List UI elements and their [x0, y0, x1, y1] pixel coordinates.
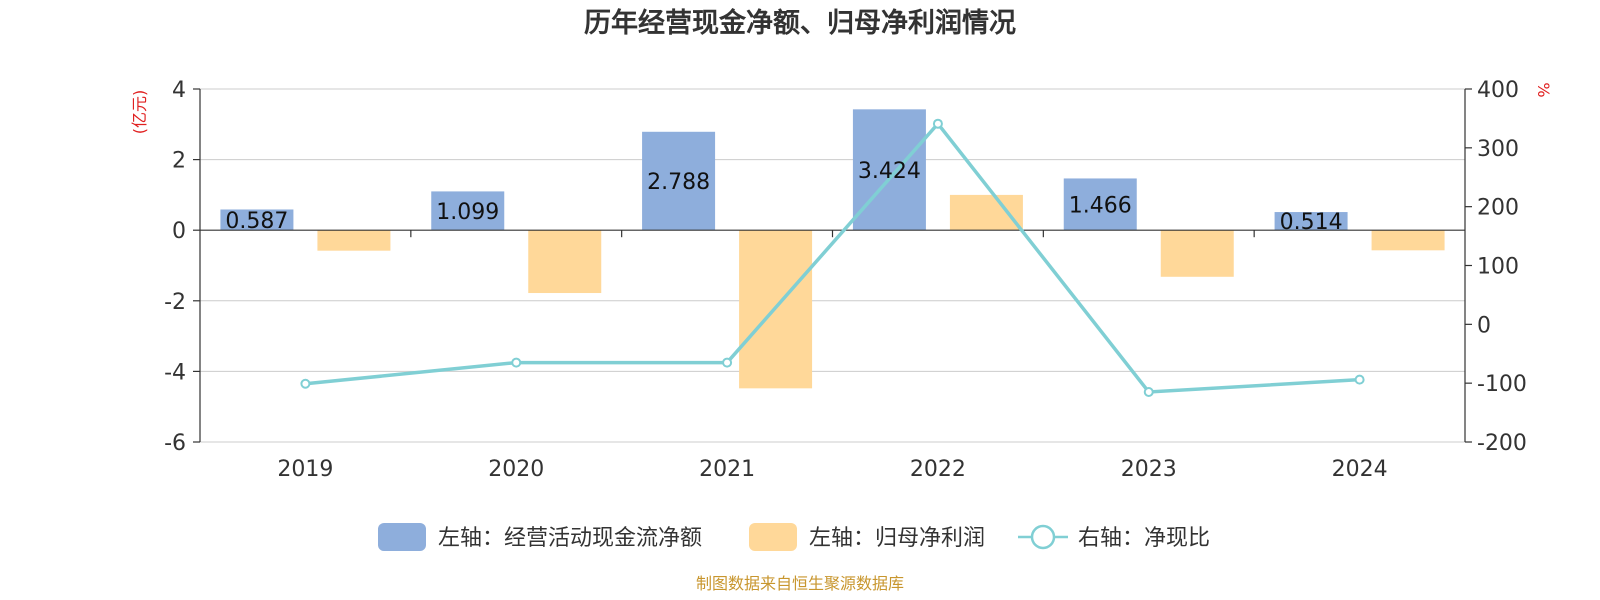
bar-data-label: 0.514 [1280, 210, 1343, 235]
x-tick-label: 2023 [1121, 457, 1177, 482]
ratio-point [722, 357, 733, 368]
legend-swatch [378, 523, 426, 551]
cash-flow-bar [431, 191, 505, 231]
right-tick-label: 300 [1477, 137, 1519, 162]
left-axis-unit: (亿元) [130, 90, 149, 135]
grid [200, 88, 1465, 443]
right-axis-unit: % [1534, 82, 1553, 97]
left-tick-label: -4 [164, 360, 186, 385]
cash-flow-bar [220, 209, 294, 231]
x-tick-label: 2022 [910, 457, 966, 482]
cash-flow-bar [1063, 178, 1137, 231]
bar-data-label: 1.466 [1069, 193, 1132, 218]
net-profit-bar [528, 230, 602, 294]
net-profit-bar [1160, 230, 1234, 277]
right-tick-label: 100 [1477, 255, 1519, 280]
right-tick-label: 0 [1477, 313, 1491, 338]
ratio-line [300, 118, 1365, 397]
right-tick-label: -200 [1477, 431, 1527, 456]
right-tick-label: -100 [1477, 372, 1527, 397]
data-labels: 0.587 1.099 2.788 3.424 1.466 0.514 [225, 159, 1342, 235]
legend-swatch [749, 523, 797, 551]
chart-title: 历年经营现金净额、归母净利润情况 [584, 7, 1016, 39]
cash-flow-bar [642, 131, 716, 231]
legend: 左轴：经营活动现金流净额 左轴：归母净利润 右轴：净现比 [378, 523, 1210, 551]
net-profit-bar [949, 194, 1023, 231]
legend-label: 右轴：净现比 [1078, 526, 1210, 551]
legend-label: 左轴：经营活动现金流净额 [438, 526, 702, 551]
bar-data-label: 1.099 [436, 200, 499, 225]
legend-label: 左轴：归母净利润 [809, 526, 985, 551]
ratio-line-path [305, 120, 1360, 394]
left-tick-label: -6 [164, 431, 186, 456]
x-tick-label: 2020 [488, 457, 544, 482]
left-tick-label: 0 [172, 219, 186, 244]
net-profit-bar [1371, 230, 1445, 251]
left-tick-label: 4 [172, 78, 186, 103]
ratio-point [511, 357, 522, 368]
right-tick-label: 400 [1477, 78, 1519, 103]
x-tick-label: 2024 [1332, 457, 1388, 482]
x-tick-label: 2021 [699, 457, 755, 482]
source-note: 制图数据来自恒生聚源数据库 [696, 574, 904, 593]
net-profit-bar [317, 230, 391, 251]
ratio-point [300, 378, 311, 389]
x-tick-label: 2019 [277, 457, 333, 482]
bar-data-label: 2.788 [647, 170, 710, 195]
right-tick-label: 200 [1477, 196, 1519, 221]
cash-flow-bar [852, 109, 926, 231]
bars [220, 109, 1445, 389]
ratio-point [1354, 374, 1365, 385]
left-tick-label: -2 [164, 290, 186, 315]
cash-flow-bar [1274, 212, 1348, 231]
left-tick-label: 2 [172, 149, 186, 174]
axes: 4 2 0 -2 -4 -6 400 300 200 100 0 -100 -200 2019 2020 20… [164, 78, 1527, 482]
legend-marker [1030, 524, 1056, 550]
bar-data-label: 3.424 [858, 159, 921, 184]
bar-data-label: 0.587 [225, 209, 288, 234]
ratio-point [932, 118, 943, 129]
ratio-point [1143, 386, 1154, 397]
